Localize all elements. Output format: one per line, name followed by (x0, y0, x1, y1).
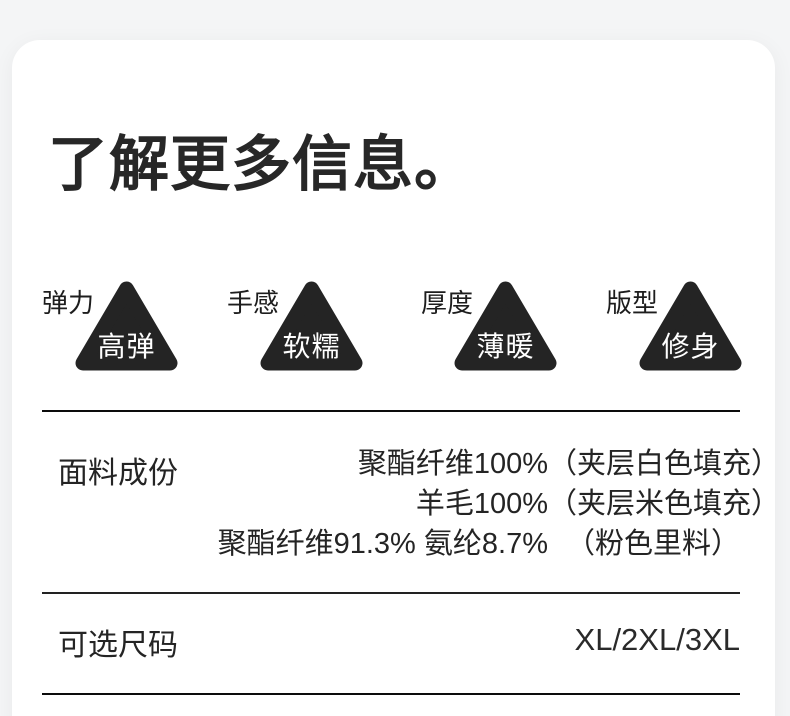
badge-label: 厚度 (421, 288, 474, 318)
spec-table: 面料成份 聚酯纤维100% （夹层白色填充） 羊毛100% （夹层米色填充） 聚… (42, 0, 781, 716)
available-sizes-value: XL/2XL/3XL (574, 622, 740, 657)
fabric-composition-label: 面料成份 (58, 457, 178, 490)
feature-badges-row: 弹力 高弹 手感 软糯 厚度 薄暖 (0, 278, 790, 372)
composition-value: 聚酯纤维91.3% 氨纶8.7% (217, 528, 548, 560)
composition-note: （粉色里料） (565, 528, 740, 560)
page-title: 了解更多信息。 (48, 131, 475, 198)
composition-value: 羊毛100% (415, 488, 548, 520)
table-row: 聚酯纤维100% （夹层白色填充） (180, 444, 781, 484)
composition-note: （夹层白色填充） (548, 448, 781, 480)
badge-label: 版型 (606, 288, 659, 318)
triangle-badge-shape: 软糯 (259, 278, 364, 372)
triangle-icon (260, 281, 363, 371)
info-card (12, 40, 775, 716)
badge-thickness: 厚度 薄暖 (421, 278, 558, 372)
divider-top (42, 410, 740, 412)
badge-value: 修身 (661, 331, 720, 362)
badge-label: 手感 (227, 288, 280, 318)
table-row: 羊毛100% （夹层米色填充） (180, 484, 781, 524)
badge-fit: 版型 修身 (606, 278, 743, 372)
badge-value: 高弹 (97, 331, 156, 362)
triangle-icon (639, 281, 742, 371)
fabric-composition-rows: 聚酯纤维100% （夹层白色填充） 羊毛100% （夹层米色填充） 聚酯纤维91… (180, 444, 781, 564)
table-row: 聚酯纤维91.3% 氨纶8.7% （粉色里料） (180, 524, 740, 564)
badge-feel: 手感 软糯 (227, 278, 364, 372)
badge-label: 弹力 (42, 288, 95, 318)
triangle-icon (75, 281, 178, 371)
triangle-icon (454, 281, 557, 371)
triangle-badge-shape: 修身 (638, 278, 743, 372)
triangle-badge-shape: 薄暖 (453, 278, 558, 372)
badge-value: 薄暖 (476, 331, 535, 362)
divider-middle (42, 592, 740, 594)
triangle-badge-shape: 高弹 (74, 278, 179, 372)
composition-value: 聚酯纤维100% (357, 448, 548, 480)
divider-bottom (42, 693, 740, 695)
composition-note: （夹层米色填充） (548, 488, 781, 520)
badge-value: 软糯 (282, 331, 341, 362)
available-sizes-label: 可选尺码 (58, 629, 178, 662)
badge-elasticity: 弹力 高弹 (42, 278, 179, 372)
